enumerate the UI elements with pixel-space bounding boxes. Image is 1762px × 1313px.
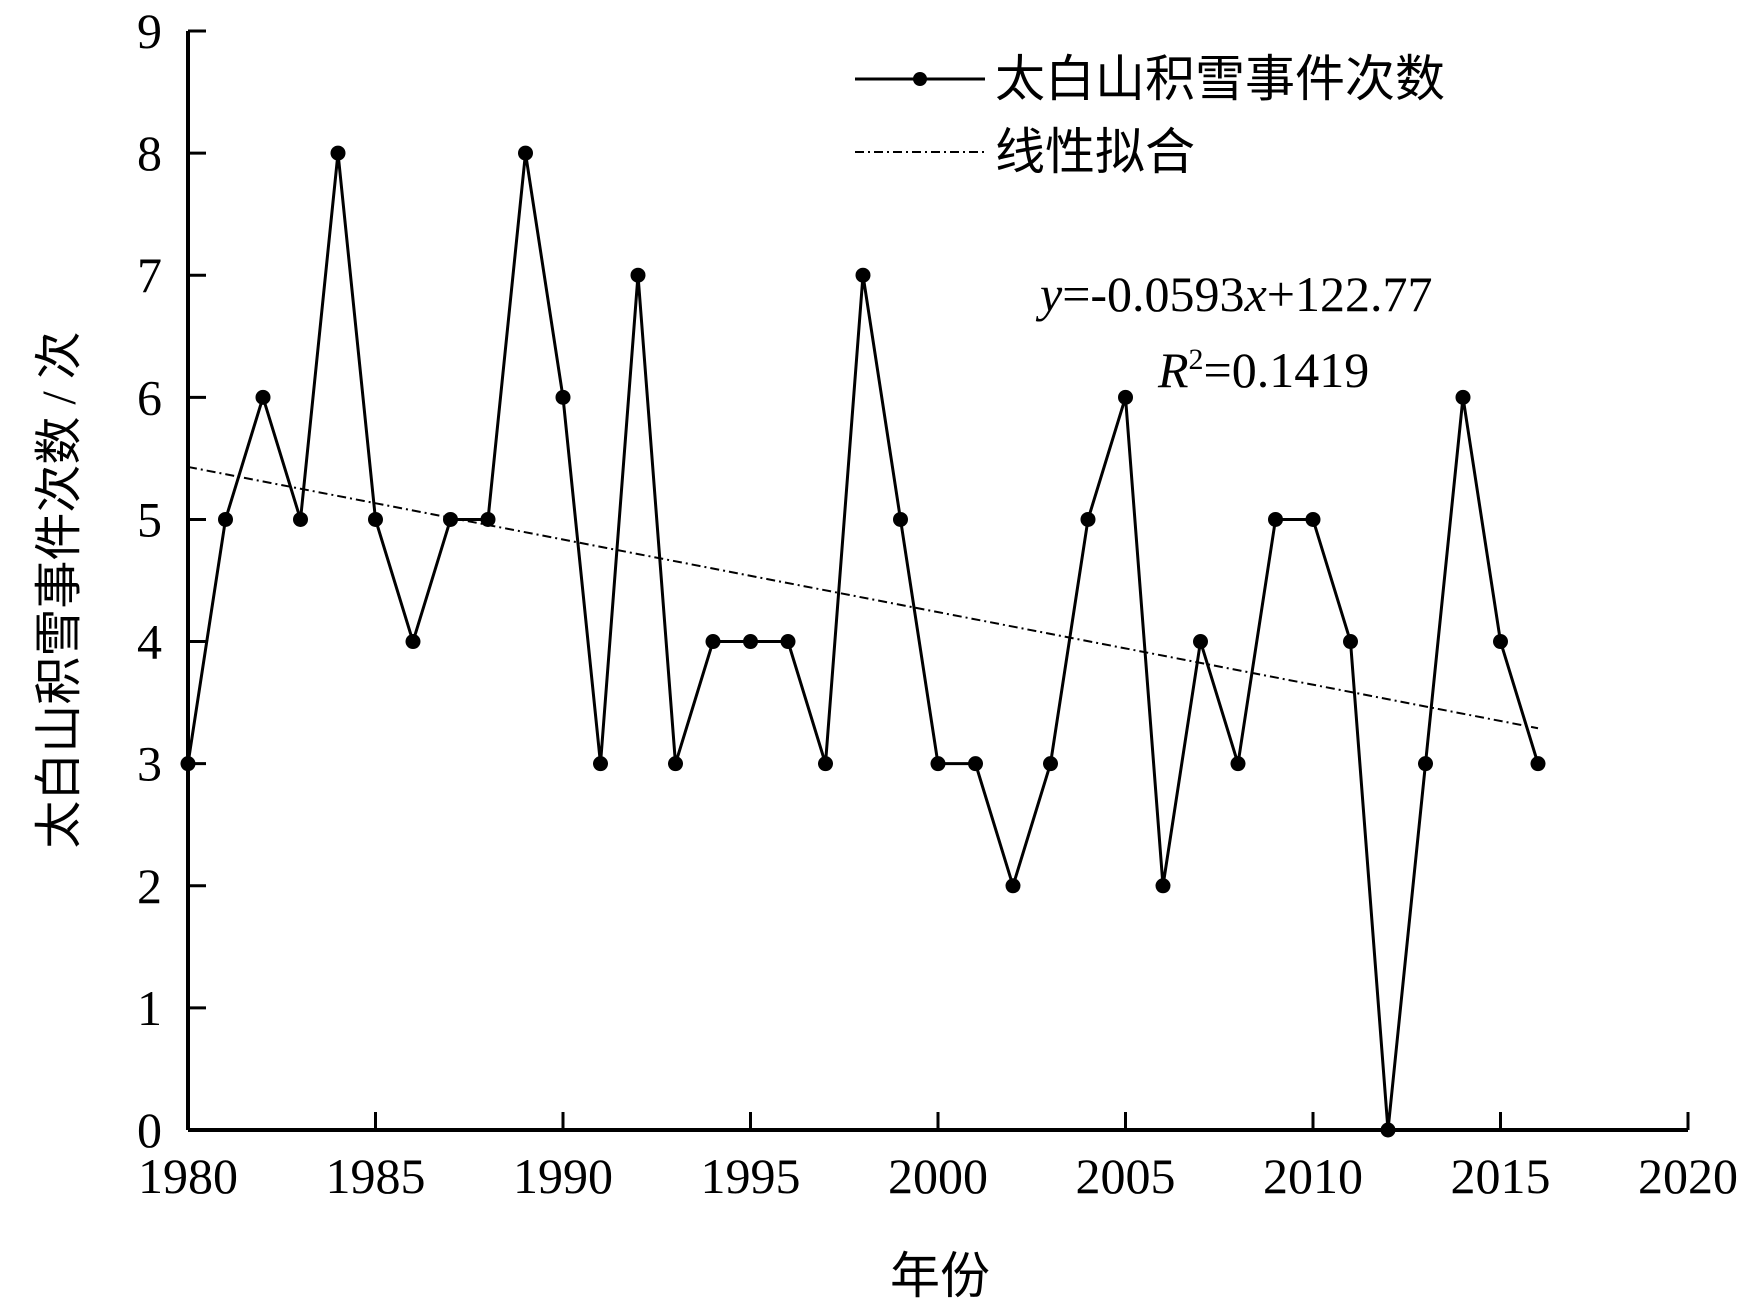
y-tick-label: 7 <box>137 247 162 303</box>
data-point <box>518 145 533 161</box>
y-tick-label: 5 <box>137 491 162 547</box>
x-tick-label: 2015 <box>1451 1148 1551 1204</box>
data-point <box>1005 878 1021 894</box>
data-point <box>1493 634 1508 650</box>
fit-line <box>187 465 1539 730</box>
x-tick-label: 2000 <box>888 1148 988 1204</box>
data-point <box>443 511 458 527</box>
data-point <box>480 511 496 527</box>
y-tick-label: 8 <box>137 125 162 181</box>
series <box>180 145 1546 1138</box>
data-point <box>1530 756 1546 772</box>
data-point <box>180 756 196 772</box>
data-point <box>593 756 608 772</box>
data-point <box>1043 756 1058 772</box>
data-point <box>1230 756 1246 772</box>
fit-equation: y=-0.0593x+122.77 <box>1035 266 1432 322</box>
data-point <box>218 511 233 527</box>
data-point <box>743 634 758 650</box>
axes <box>186 31 1688 1132</box>
y-tick-label: 6 <box>137 369 162 425</box>
data-point <box>630 267 646 283</box>
ticks: 1980 1985 1990 1995 2000 2005 2010 2015 2020 0 1 2 3… <box>137 3 1738 1204</box>
data-point <box>780 634 796 650</box>
data-point <box>968 756 983 772</box>
data-point <box>1380 1122 1396 1138</box>
data-point <box>1418 756 1433 772</box>
fit-r-squared: R2=0.1419 <box>1157 342 1369 398</box>
data-point <box>330 145 346 161</box>
data-point <box>1305 511 1321 527</box>
data-point <box>1080 511 1096 527</box>
y-axis-label: 太白山积雪事件次数 / 次 <box>33 331 86 848</box>
x-tick-label: 2005 <box>1076 1148 1176 1204</box>
legend: 太白山积雪事件次数 线性拟合 <box>855 51 1445 180</box>
x-tick-label: 1990 <box>513 1148 613 1204</box>
x-tick-label: 2020 <box>1638 1148 1738 1204</box>
data-point <box>255 389 271 405</box>
x-tick-label: 1985 <box>326 1148 426 1204</box>
data-point <box>668 756 683 772</box>
legend-label-fit: 线性拟合 <box>995 124 1195 180</box>
x-tick-label: 2010 <box>1263 1148 1363 1204</box>
x-tick-label: 1995 <box>701 1148 801 1204</box>
data-point <box>818 756 833 772</box>
y-tick-label: 9 <box>137 3 162 59</box>
data-point <box>893 511 908 527</box>
data-point <box>1193 634 1208 650</box>
data-point <box>1155 878 1171 894</box>
data-point <box>1268 511 1283 527</box>
legend-label-observed: 太白山积雪事件次数 <box>995 51 1445 107</box>
data-point <box>855 267 871 283</box>
legend-marker-observed <box>913 72 927 86</box>
data-point <box>705 634 721 650</box>
data-point <box>930 756 946 772</box>
data-point <box>555 389 571 405</box>
y-tick-label: 3 <box>137 736 162 792</box>
data-point <box>405 634 421 650</box>
x-tick-label: 1980 <box>138 1148 238 1204</box>
data-point <box>368 511 383 527</box>
y-tick-label: 0 <box>137 1102 162 1158</box>
x-axis-label: 年份 <box>890 1248 990 1304</box>
data-point <box>293 511 308 527</box>
y-tick-label: 2 <box>137 858 162 914</box>
data-point <box>1118 389 1133 405</box>
y-tick-label: 1 <box>137 980 162 1036</box>
data-point <box>1343 634 1358 650</box>
y-tick-label: 4 <box>137 614 162 670</box>
data-point <box>1455 389 1471 405</box>
